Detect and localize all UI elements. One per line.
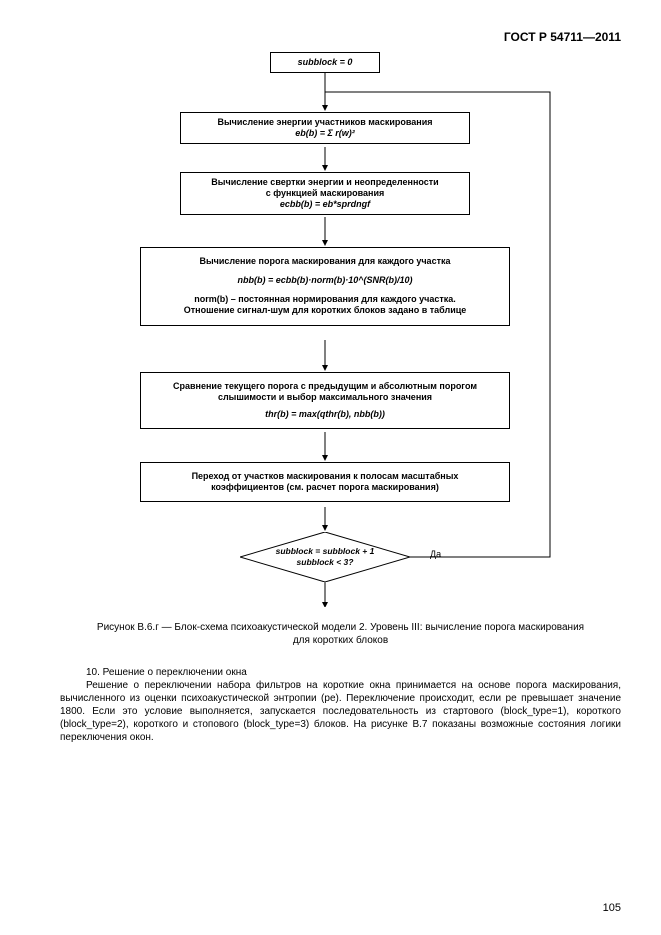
node-energy: Вычисление энергии участников маскирован…: [180, 112, 470, 145]
node-text: norm(b) – постоянная нормирования для ка…: [147, 294, 503, 305]
decision-text: subblock < 3?: [276, 557, 375, 567]
body-paragraph: Решение о переключении набора фильтров н…: [60, 679, 621, 744]
node-text: Вычисление свертки энергии и неопределен…: [187, 177, 463, 188]
node-text: с функцией маскирования: [187, 188, 463, 199]
node-formula: nbb(b) = ecbb(b)·norm(b)·10^(SNR(b)/10): [147, 275, 503, 286]
node-text: Отношение сигнал-шум для коротких блоков…: [147, 305, 503, 316]
caption-line: Рисунок В.6.г — Блок-схема психоакустиче…: [97, 622, 584, 633]
decision-text: subblock = subblock + 1: [276, 546, 375, 556]
label-yes: Да: [430, 549, 441, 561]
node-text: коэффициентов (см. расчет порога маскиро…: [147, 482, 503, 493]
figure-caption: Рисунок В.6.г — Блок-схема психоакустиче…: [60, 621, 621, 648]
node-text: Вычисление порога маскирования для каждо…: [147, 256, 503, 267]
node-init: subblock = 0: [270, 52, 380, 73]
node-formula: eb(b) = Σ r(w)²: [187, 128, 463, 139]
flowchart: subblock = 0 Вычисление энергии участник…: [120, 52, 580, 607]
node-text: Вычисление энергии участников маскирован…: [187, 117, 463, 128]
page: ГОСТ Р 54711—2011 subblock = 0 Вычислени…: [0, 0, 661, 935]
caption-line: для коротких блоков: [293, 635, 388, 646]
page-number: 105: [603, 901, 621, 915]
doc-header: ГОСТ Р 54711—2011: [60, 30, 621, 46]
node-convolution: Вычисление свертки энергии и неопределен…: [180, 172, 470, 216]
section-title: 10. Решение о переключении окна: [60, 666, 621, 679]
node-transition: Переход от участков маскирования к полос…: [140, 462, 510, 503]
node-threshold: Вычисление порога маскирования для каждо…: [140, 247, 510, 326]
node-text: Сравнение текущего порога с предыдущим и…: [147, 381, 503, 392]
decision-subblock: subblock = subblock + 1 subblock < 3?: [240, 532, 410, 582]
node-compare: Сравнение текущего порога с предыдущим и…: [140, 372, 510, 430]
node-text: слышимости и выбор максимального значени…: [147, 392, 503, 403]
node-formula: thr(b) = max(qthr(b), nbb(b)): [147, 409, 503, 420]
node-text: Переход от участков маскирования к полос…: [147, 471, 503, 482]
node-text: subblock = 0: [298, 57, 353, 67]
node-formula: ecbb(b) = eb*sprdngf: [187, 199, 463, 210]
